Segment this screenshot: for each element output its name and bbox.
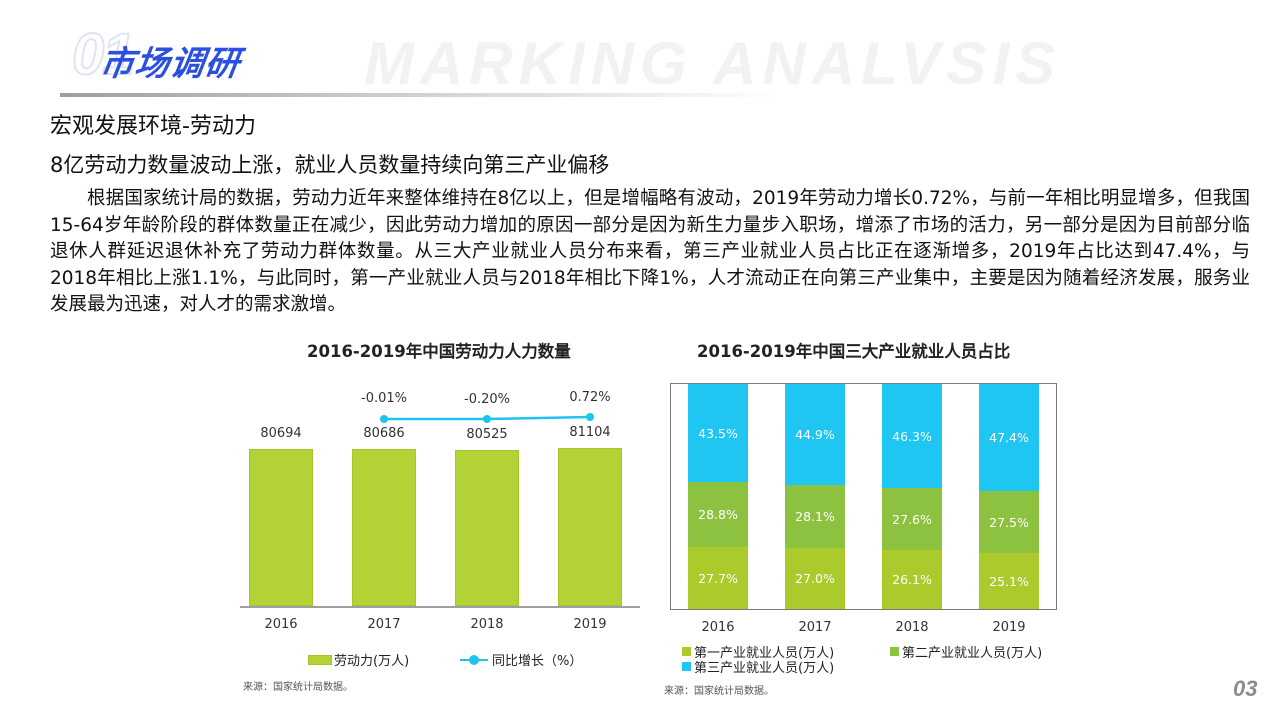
segment-tertiary-2019: 47.4% (979, 384, 1039, 491)
segment-primary-2016: 27.7% (688, 547, 748, 609)
legend-item-primary: 第一产业就业人员(万人) (682, 642, 834, 661)
chart-title: 2016-2019年中国三大产业就业人员占比 (697, 342, 1011, 361)
legend-label: 第三产业就业人员(万人) (694, 661, 835, 676)
x-tick: 2016 (264, 617, 298, 632)
segment-primary-2017: 27.0% (785, 548, 845, 609)
section-title: 宏观发展环境-劳动力 (50, 114, 256, 139)
legend-item-secondary: 第二产业就业人员(万人) (890, 642, 1042, 661)
page-number: 03 (1233, 676, 1258, 701)
bar-value-label: 80694 (260, 426, 302, 441)
segment-secondary-2016: 28.8% (688, 482, 748, 547)
x-tick: 2016 (701, 620, 735, 635)
bar-2018 (455, 450, 519, 606)
legend-item-tertiary: 第三产业就业人员(万人) (682, 657, 834, 676)
legend-swatch-bar (308, 654, 332, 665)
segment-secondary-2018: 27.6% (882, 488, 942, 550)
legend-label: 第一产业就业人员(万人) (694, 646, 835, 661)
growth-point (586, 413, 594, 421)
header-divider (60, 93, 780, 97)
bar-value-label: 80525 (466, 427, 508, 442)
bar-2016 (249, 449, 313, 606)
x-tick: 2017 (798, 620, 832, 635)
segment-tertiary-2017: 44.9% (785, 384, 845, 485)
legend-swatch (682, 647, 691, 656)
bar-value-label: 80686 (363, 426, 405, 441)
bar-2017 (352, 449, 416, 606)
legend-label: 第二产业就业人员(万人) (902, 646, 1043, 661)
legend-swatch-line (460, 654, 488, 665)
x-tick: 2018 (895, 620, 929, 635)
bar-value-label: 81104 (569, 425, 611, 440)
legend-swatch (682, 662, 691, 671)
segment-secondary-2019: 27.5% (979, 491, 1039, 553)
growth-label: 0.72% (569, 390, 611, 405)
subtitle: 8亿劳动力数量波动上涨，就业人员数量持续向第三产业偏移 (50, 153, 610, 177)
x-axis (240, 606, 640, 608)
source-note: 来源：国家统计局数据。 (664, 686, 774, 697)
plot-area (670, 383, 1057, 610)
legend-item-growth: 同比增长（%） (460, 650, 582, 669)
x-tick: 2019 (573, 617, 607, 632)
growth-point (380, 415, 388, 423)
segment-secondary-2017: 28.1% (785, 485, 845, 548)
legend-label: 劳动力(万人) (334, 654, 410, 669)
segment-primary-2018: 26.1% (882, 550, 942, 609)
section-number: 01 (71, 22, 135, 87)
x-tick: 2017 (367, 617, 401, 632)
segment-tertiary-2018: 46.3% (882, 384, 942, 488)
body-paragraph: 根据国家统计局的数据，劳动力近年来整体维持在8亿以上，但是增幅略有波动，2019… (50, 188, 1250, 315)
source-note: 来源：国家统计局数据。 (243, 682, 353, 693)
x-tick: 2018 (470, 617, 504, 632)
segment-primary-2019: 25.1% (979, 553, 1039, 609)
legend-item-labor: 劳动力(万人) (308, 650, 409, 669)
chart-title: 2016-2019年中国劳动力人力数量 (307, 342, 571, 361)
segment-tertiary-2016: 43.5% (688, 384, 748, 482)
legend-label: 同比增长（%） (492, 654, 583, 669)
legend-swatch (890, 647, 899, 656)
growth-point (483, 415, 491, 423)
bar-2019 (558, 448, 622, 606)
growth-label: -0.20% (464, 392, 510, 407)
watermark-text: MARKING ANALVSIS (364, 30, 1062, 97)
x-tick: 2019 (992, 620, 1026, 635)
growth-label: -0.01% (361, 391, 407, 406)
